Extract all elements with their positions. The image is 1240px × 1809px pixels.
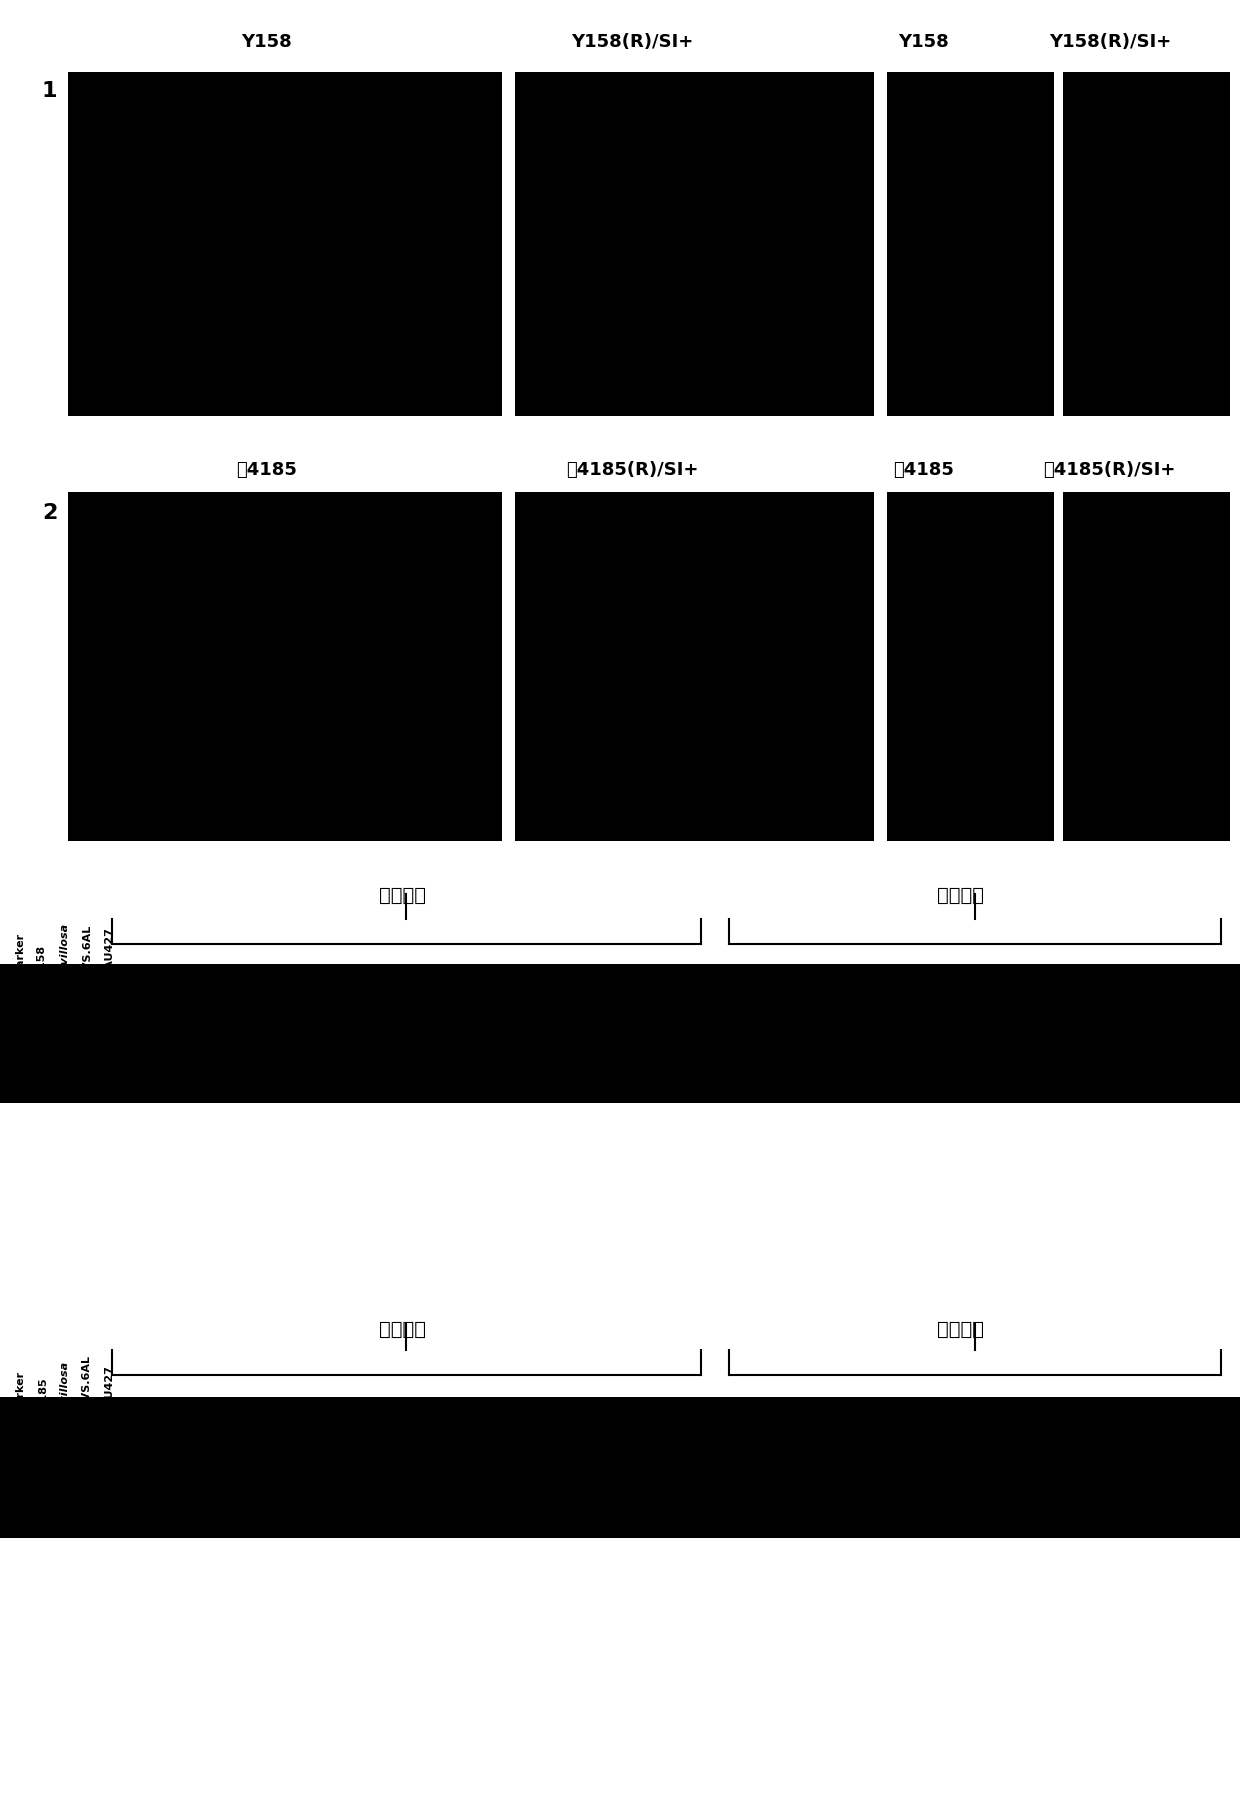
Text: H.villosa: H.villosa — [60, 1360, 69, 1415]
Text: 石4185: 石4185 — [236, 461, 298, 479]
Text: 石4185(R)/SI+: 石4185(R)/SI+ — [567, 461, 698, 479]
Bar — [515, 492, 874, 841]
Text: NAU427: NAU427 — [104, 926, 114, 977]
Bar — [515, 72, 874, 416]
Text: 感病单株: 感病单株 — [937, 885, 985, 904]
Bar — [887, 492, 1054, 841]
Text: Marker: Marker — [15, 1371, 25, 1415]
Text: NAU427: NAU427 — [104, 1364, 114, 1415]
Bar — [1063, 72, 1230, 416]
Text: 石4185: 石4185 — [893, 461, 955, 479]
Text: Y158: Y158 — [899, 33, 949, 51]
Bar — [0, 964, 1240, 1103]
Text: 感病单株: 感病单株 — [937, 1319, 985, 1339]
Bar — [0, 1397, 1240, 1538]
Bar — [68, 72, 502, 416]
Text: Y158(R)/SI+: Y158(R)/SI+ — [572, 33, 693, 51]
Text: T6VS.6AL: T6VS.6AL — [82, 1355, 92, 1415]
Text: Y158: Y158 — [242, 33, 291, 51]
Text: 石4185(R)/SI+: 石4185(R)/SI+ — [1044, 461, 1176, 479]
Text: Marker: Marker — [15, 933, 25, 977]
Text: Y158(R)/SI+: Y158(R)/SI+ — [1049, 33, 1171, 51]
Text: 6VS.6AL: 6VS.6AL — [82, 924, 92, 977]
Text: 石4185: 石4185 — [37, 1377, 47, 1415]
Text: 2: 2 — [42, 503, 57, 523]
Text: 1: 1 — [42, 81, 57, 101]
Text: 抗病单株: 抗病单株 — [379, 1319, 427, 1339]
Bar — [887, 72, 1054, 416]
Text: 抗病单株: 抗病单株 — [379, 885, 427, 904]
Text: Y158: Y158 — [37, 946, 47, 977]
Text: H.villosa: H.villosa — [60, 923, 69, 977]
Bar — [68, 492, 502, 841]
Bar — [1063, 492, 1230, 841]
